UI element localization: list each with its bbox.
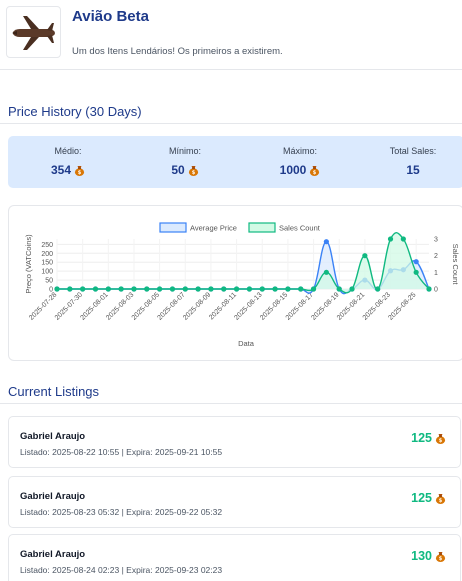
data-point bbox=[221, 286, 227, 292]
data-point bbox=[298, 286, 304, 292]
stat-label: Máximo: bbox=[282, 146, 317, 156]
y-tick-label: 150 bbox=[41, 260, 53, 267]
data-point bbox=[144, 286, 150, 292]
listing-card[interactable]: Gabriel Araujo Listado: 2025-08-23 05:32… bbox=[8, 476, 461, 528]
data-point bbox=[105, 286, 111, 292]
coin-bag-icon bbox=[188, 166, 198, 176]
coin-bag-icon bbox=[435, 434, 446, 444]
data-point bbox=[285, 286, 291, 292]
data-point bbox=[246, 286, 253, 292]
data-point bbox=[387, 236, 394, 242]
airplane-icon bbox=[12, 16, 55, 50]
y-axis-label: Preço (VATCoins) bbox=[24, 234, 33, 294]
listing-card[interactable]: Gabriel Araujo Listado: 2025-08-24 02:23… bbox=[8, 534, 461, 581]
data-point bbox=[272, 286, 278, 292]
coin-bag-icon bbox=[435, 552, 446, 562]
data-point bbox=[195, 286, 201, 292]
stat-total-sales: Total Sales: 15 bbox=[363, 146, 462, 177]
data-point bbox=[323, 269, 329, 275]
stat-label: Mínimo: bbox=[168, 146, 201, 156]
listing-seller: Gabriel Araujo bbox=[20, 491, 86, 502]
y-tick-label: 250 bbox=[41, 242, 53, 249]
y2-tick-label: 1 bbox=[434, 270, 438, 277]
listings-title: Current Listings bbox=[8, 384, 100, 399]
data-point bbox=[323, 239, 329, 245]
data-point bbox=[131, 286, 137, 292]
data-point bbox=[362, 253, 368, 259]
listing-dates: Listado: 2025-08-24 02:23 | Expira: 2025… bbox=[20, 565, 223, 575]
data-point bbox=[259, 286, 265, 292]
y2-tick-label: 0 bbox=[434, 287, 438, 294]
divider bbox=[0, 403, 462, 404]
listing-seller: Gabriel Araujo bbox=[20, 431, 86, 442]
series-line bbox=[57, 232, 430, 294]
data-point bbox=[310, 286, 317, 292]
y2-axis-label: Sales Count bbox=[451, 244, 460, 286]
stat-maximum: Máximo: 1000 bbox=[250, 146, 350, 177]
data-point bbox=[208, 286, 214, 292]
stat-value: 50 bbox=[135, 163, 235, 177]
listing-price: 125 bbox=[411, 491, 446, 505]
data-point bbox=[182, 286, 188, 292]
x-axis-label: Data bbox=[238, 339, 255, 348]
coin-bag-icon bbox=[435, 494, 446, 504]
data-point bbox=[80, 286, 86, 292]
data-point bbox=[349, 286, 355, 292]
listing-card[interactable]: Gabriel Araujo Listado: 2025-08-22 10:55… bbox=[8, 416, 461, 468]
stat-value: 354 bbox=[18, 163, 118, 177]
stat-minimum: Mínimo: 50 bbox=[135, 146, 235, 177]
item-description: Um dos Itens Lendários! Os primeiros a e… bbox=[72, 46, 283, 57]
legend-swatch bbox=[248, 222, 276, 233]
price-history-title: Price History (30 Days) bbox=[8, 104, 142, 119]
data-point bbox=[92, 286, 99, 292]
listing-price: 130 bbox=[411, 549, 446, 563]
stat-value: 15 bbox=[406, 163, 420, 177]
coin-bag-icon bbox=[74, 166, 85, 176]
legend-label: Average Price bbox=[190, 224, 237, 233]
listing-price: 125 bbox=[411, 431, 446, 445]
y-tick-label: 0 bbox=[49, 287, 53, 294]
data-point bbox=[169, 286, 176, 292]
item-thumbnail bbox=[6, 6, 61, 58]
listing-dates: Listado: 2025-08-22 10:55 | Expira: 2025… bbox=[20, 447, 223, 457]
y-tick-label: 100 bbox=[41, 269, 53, 276]
listing-dates: Listado: 2025-08-23 05:32 | Expira: 2025… bbox=[20, 507, 223, 517]
y2-tick-label: 2 bbox=[434, 253, 438, 260]
data-point bbox=[157, 286, 163, 292]
data-point bbox=[67, 286, 73, 292]
data-point bbox=[375, 286, 381, 292]
data-point bbox=[54, 286, 60, 292]
data-point bbox=[413, 259, 419, 265]
price-stats: Médio: 354 Mínimo: 50 Máximo: 1000 Total… bbox=[8, 136, 462, 188]
data-point bbox=[400, 236, 406, 242]
data-point bbox=[426, 286, 432, 292]
data-point bbox=[413, 269, 419, 275]
y2-tick-label: 3 bbox=[434, 237, 438, 244]
item-title: Avião Beta bbox=[72, 8, 149, 25]
y-tick-label: 50 bbox=[45, 278, 53, 285]
stat-value: 1000 bbox=[250, 163, 350, 177]
price-chart: 05010015020025001232025-07-282025-07-302… bbox=[24, 222, 460, 348]
divider bbox=[0, 123, 462, 124]
price-chart-card: 0 50 100 150 200 250 0 1 2 3 2025-07-28 2025-07-30 2… bbox=[8, 205, 462, 361]
x-tick-label: 2025-08-25 bbox=[387, 291, 417, 321]
coin-bag-icon bbox=[310, 166, 320, 176]
data-point bbox=[336, 286, 342, 292]
legend-label: Sales Count bbox=[279, 224, 321, 233]
data-point bbox=[233, 286, 240, 292]
item-header: Avião Beta Um dos Itens Lendários! Os pr… bbox=[0, 0, 462, 70]
stat-label: Médio: bbox=[54, 146, 82, 156]
stat-average: Médio: 354 bbox=[18, 146, 118, 177]
listing-seller: Gabriel Araujo bbox=[20, 549, 86, 560]
data-point bbox=[118, 286, 124, 292]
y-tick-label: 200 bbox=[41, 251, 53, 258]
legend-swatch bbox=[159, 222, 187, 233]
stat-label: Total Sales: bbox=[389, 146, 437, 156]
